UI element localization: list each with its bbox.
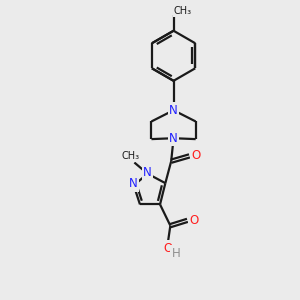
- Text: O: O: [164, 242, 172, 255]
- Text: N: N: [143, 166, 152, 179]
- Text: N: N: [169, 132, 178, 145]
- Text: CH₃: CH₃: [122, 151, 140, 161]
- Text: O: O: [191, 149, 201, 162]
- Text: O: O: [189, 214, 199, 227]
- Text: N: N: [169, 104, 178, 117]
- Text: CH₃: CH₃: [174, 6, 192, 16]
- Text: N: N: [129, 177, 137, 190]
- Text: H: H: [172, 247, 181, 260]
